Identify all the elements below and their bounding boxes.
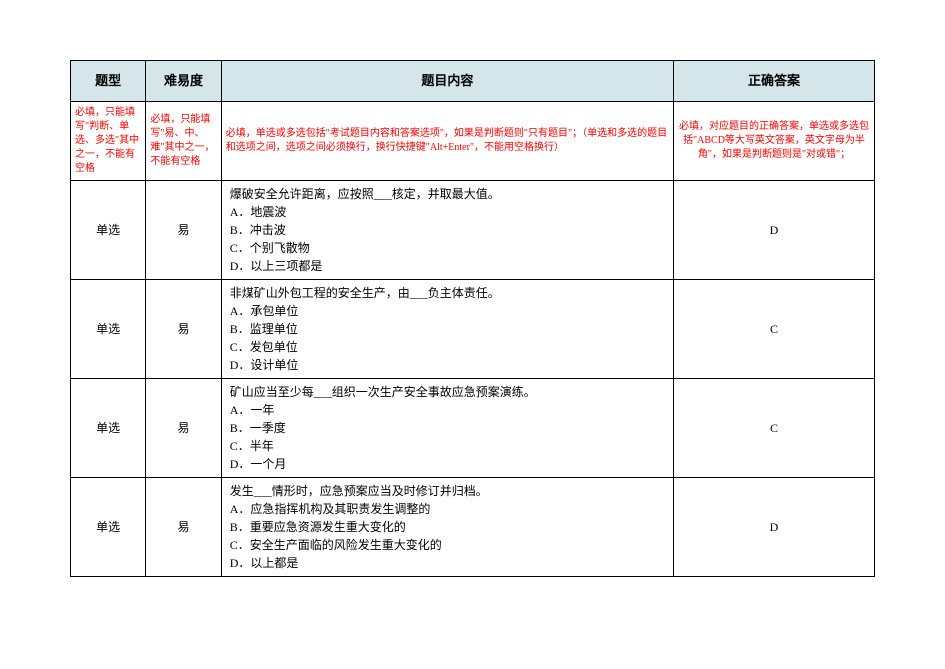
cell-type: 单选 [71,279,146,378]
header-content: 题目内容 [221,61,673,102]
cell-type: 单选 [71,477,146,576]
instruction-type: 必填，只能填写"判断、单选、多选"其中之一，不能有空格 [71,101,146,180]
instruction-difficulty: 必填，只能填写"易、中、难"其中之一，不能有空格 [146,101,221,180]
data-row: 单选 易 爆破安全允许距离，应按照___核定，并取最大值。 A．地震波 B．冲击… [71,180,875,279]
data-row: 单选 易 矿山应当至少每___组织一次生产安全事故应急预案演练。 A．一年 B．… [71,378,875,477]
cell-type: 单选 [71,378,146,477]
cell-answer: D [674,180,875,279]
cell-content: 非煤矿山外包工程的安全生产，由___负主体责任。 A．承包单位 B．监理单位 C… [221,279,673,378]
instruction-answer: 必填，对应题目的正确答案，单选或多选包括"ABCD等大写英文答案，英文字母为半角… [674,101,875,180]
cell-content: 发生___情形时，应急预案应当及时修订并归档。 A．应急指挥机构及其职责发生调整… [221,477,673,576]
header-answer: 正确答案 [674,61,875,102]
cell-difficulty: 易 [146,477,221,576]
instruction-content: 必填，单选或多选包括"考试题目内容和答案选项"，如果是判断题则"只有题目"；（单… [221,101,673,180]
cell-difficulty: 易 [146,378,221,477]
cell-answer: C [674,378,875,477]
cell-type: 单选 [71,180,146,279]
header-type: 题型 [71,61,146,102]
header-row: 题型 难易度 题目内容 正确答案 [71,61,875,102]
cell-answer: C [674,279,875,378]
cell-answer: D [674,477,875,576]
data-row: 单选 易 发生___情形时，应急预案应当及时修订并归档。 A．应急指挥机构及其职… [71,477,875,576]
cell-content: 爆破安全允许距离，应按照___核定，并取最大值。 A．地震波 B．冲击波 C．个… [221,180,673,279]
cell-difficulty: 易 [146,180,221,279]
instruction-row: 必填，只能填写"判断、单选、多选"其中之一，不能有空格 必填，只能填写"易、中、… [71,101,875,180]
data-row: 单选 易 非煤矿山外包工程的安全生产，由___负主体责任。 A．承包单位 B．监… [71,279,875,378]
cell-content: 矿山应当至少每___组织一次生产安全事故应急预案演练。 A．一年 B．一季度 C… [221,378,673,477]
cell-difficulty: 易 [146,279,221,378]
header-difficulty: 难易度 [146,61,221,102]
question-table: 题型 难易度 题目内容 正确答案 必填，只能填写"判断、单选、多选"其中之一，不… [70,60,875,577]
